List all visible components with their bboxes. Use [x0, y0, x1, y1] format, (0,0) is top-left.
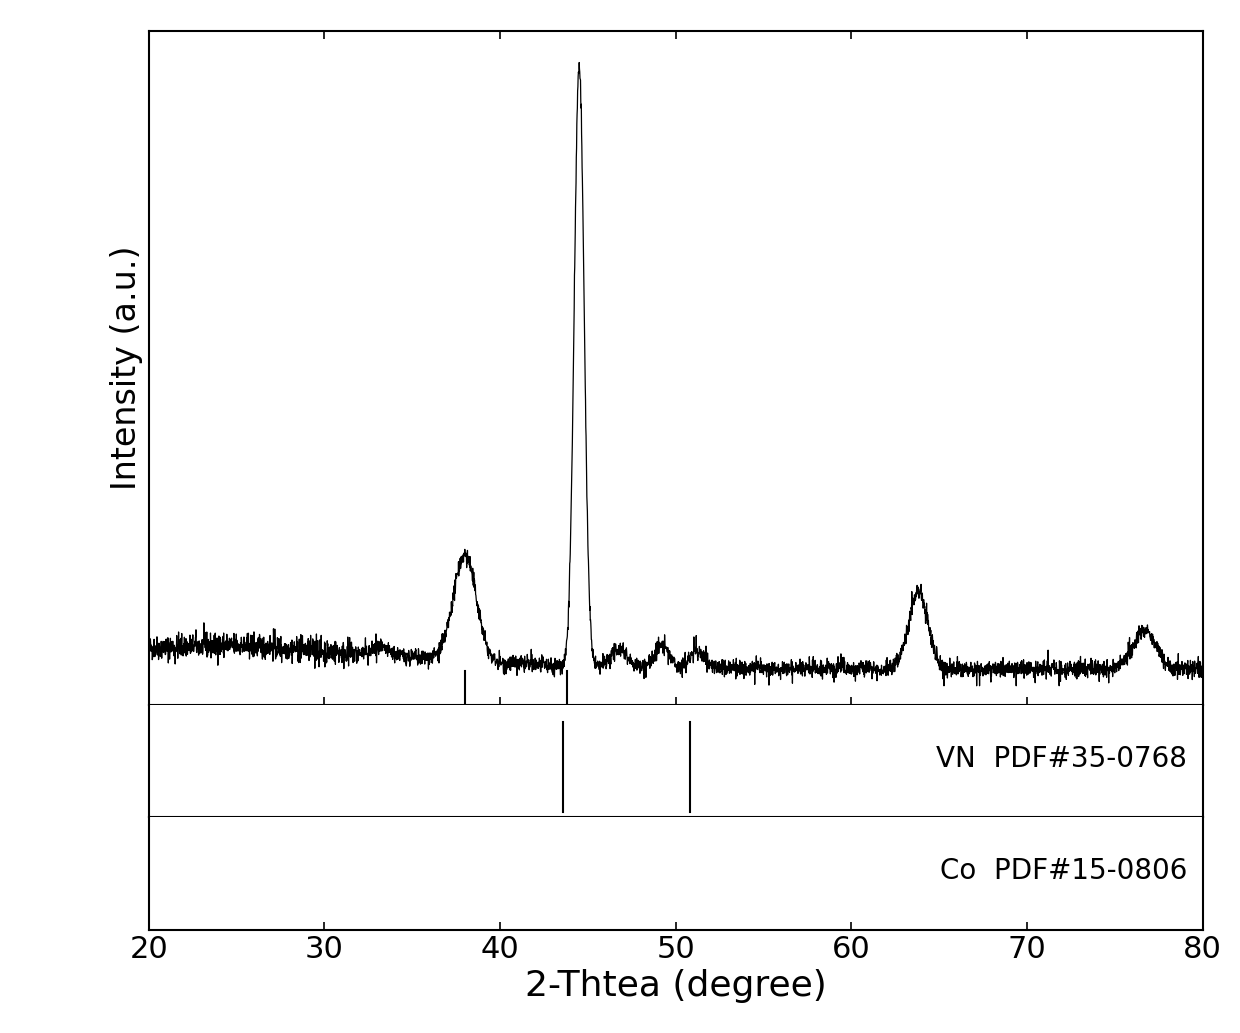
Y-axis label: Intensity (a.u.): Intensity (a.u.) — [110, 246, 144, 491]
Text: Co  PDF#15-0806: Co PDF#15-0806 — [940, 857, 1187, 885]
X-axis label: 2-Thtea (degree): 2-Thtea (degree) — [525, 969, 827, 1003]
Text: VN  PDF#35-0768: VN PDF#35-0768 — [936, 745, 1187, 773]
